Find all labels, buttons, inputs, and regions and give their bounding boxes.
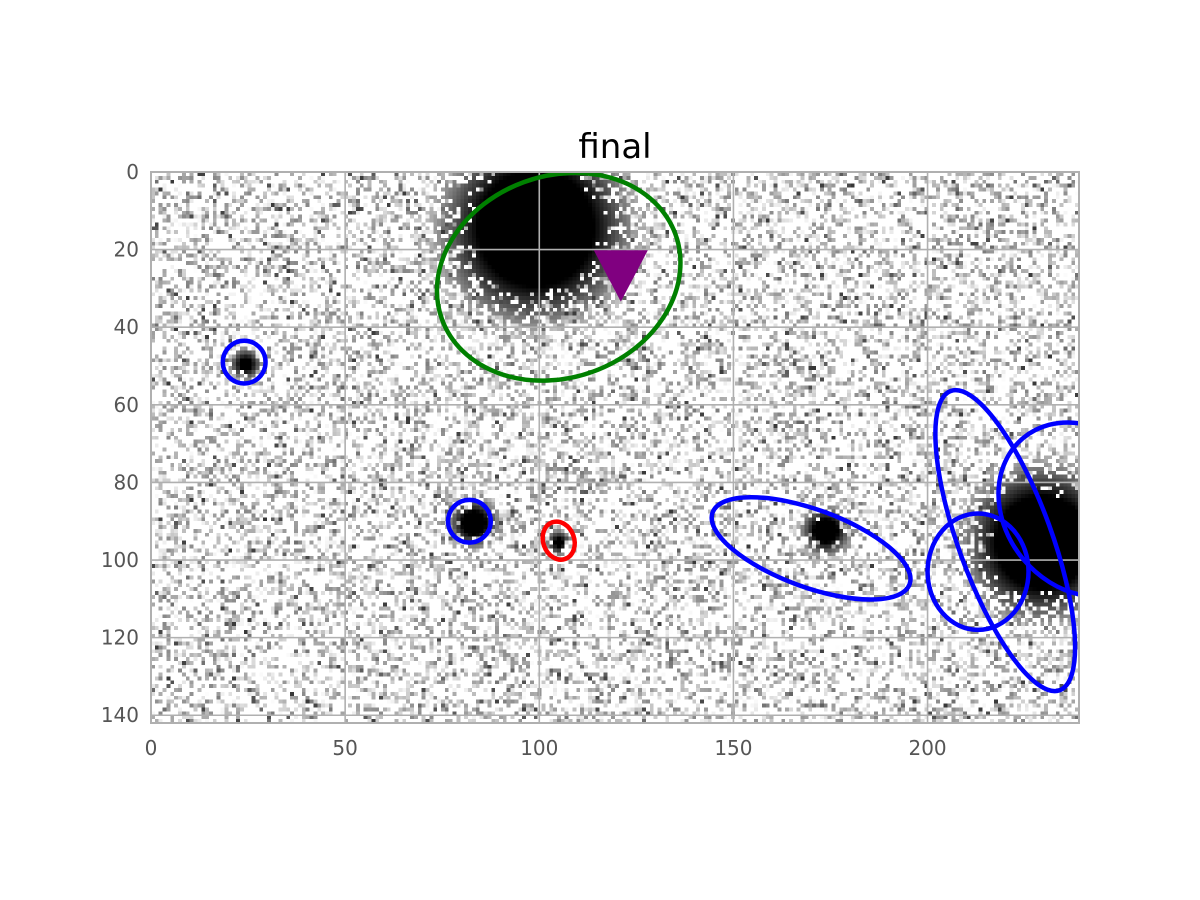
x-tick-label: 150	[714, 736, 752, 760]
y-tick-label: 140	[101, 703, 139, 727]
blue-ellipse	[445, 497, 493, 545]
plot-frame	[150, 171, 1080, 724]
red-ellipse	[540, 519, 577, 562]
x-axis-ticks: 0 50 100 150 200	[145, 736, 947, 760]
y-tick-label: 120	[101, 626, 139, 650]
y-tick-label: 100	[101, 548, 139, 572]
y-axis-ticks: 0 20 40 60 80 100 120 140	[101, 160, 139, 727]
y-tick-label: 80	[114, 470, 139, 494]
blue-ellipse	[925, 511, 1031, 633]
blue-ellipse	[996, 420, 1079, 599]
y-tick-label: 0	[126, 160, 139, 184]
green-ellipse	[434, 172, 683, 383]
plot-area	[150, 171, 1080, 724]
x-tick-label: 50	[332, 736, 357, 760]
overlay-layer	[220, 172, 1079, 694]
y-tick-label: 40	[114, 315, 139, 339]
y-tick-label: 20	[114, 238, 139, 262]
x-tick-label: 200	[908, 736, 946, 760]
blue-ellipse	[709, 494, 913, 602]
blue-ellipse	[933, 387, 1078, 694]
x-tick-label: 0	[145, 736, 158, 760]
chart-title: final	[578, 127, 651, 167]
purple-triangle-marker	[593, 250, 648, 302]
blue-ellipse	[220, 338, 268, 386]
y-tick-label: 60	[114, 393, 139, 417]
x-tick-label: 100	[520, 736, 558, 760]
